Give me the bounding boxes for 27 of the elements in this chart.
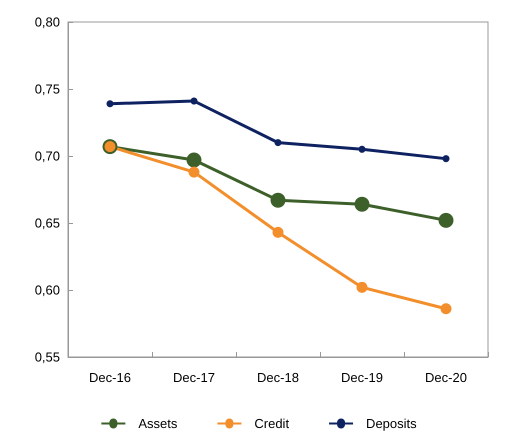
y-tick-label: 0,65 xyxy=(34,216,60,230)
point xyxy=(356,282,368,293)
x-tick-label: Dec-17 xyxy=(173,370,215,385)
y-tick-label: 0,55 xyxy=(34,350,60,364)
point xyxy=(354,196,370,212)
legend-label: Deposits xyxy=(366,416,418,431)
x-tick-label: Dec-18 xyxy=(257,370,299,385)
point xyxy=(270,192,286,208)
y-tick-label: 0,80 xyxy=(34,14,60,30)
point xyxy=(438,212,454,228)
point xyxy=(440,303,452,314)
point xyxy=(186,152,202,168)
point xyxy=(274,139,282,146)
point xyxy=(272,226,284,238)
point xyxy=(106,100,114,108)
legend-label: Assets xyxy=(138,416,178,431)
point xyxy=(190,98,198,105)
x-tick-label: Dec-20 xyxy=(425,370,467,385)
y-tick-label: 0,70 xyxy=(34,148,60,164)
legend-label: Credit xyxy=(254,416,290,431)
x-tick-label: Dec-19 xyxy=(341,370,383,385)
point xyxy=(188,166,200,178)
y-tick-label: 0,75 xyxy=(34,82,60,96)
point xyxy=(358,146,366,153)
x-tick-label: Dec-16 xyxy=(89,370,131,385)
point xyxy=(442,155,450,162)
y-tick-label: 0,60 xyxy=(34,282,60,298)
